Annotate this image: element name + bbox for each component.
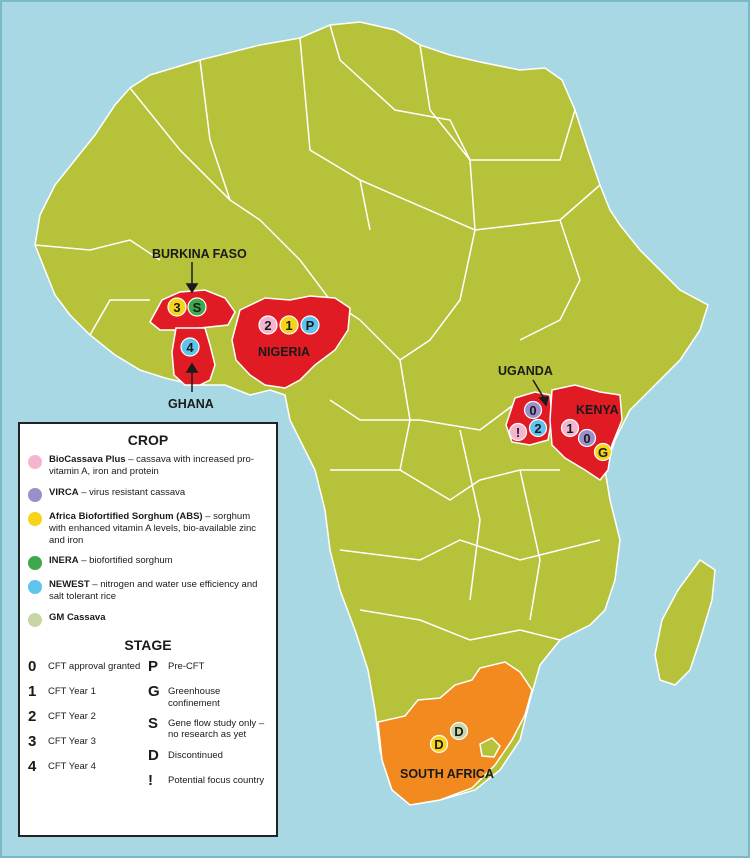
stage-row: P Pre-CFT xyxy=(148,658,205,676)
crop-text: NEWEST – nitrogen and water use efficien… xyxy=(49,579,258,603)
markers-ghana: 4 xyxy=(180,337,200,357)
crop-item: NEWEST – nitrogen and water use efficien… xyxy=(28,579,268,603)
crop-heading: CROP xyxy=(127,432,169,448)
stage-marker: 0 xyxy=(577,428,597,448)
stage-row: S Gene flow study only – no research as y… xyxy=(148,714,265,741)
svg-text:0: 0 xyxy=(583,431,590,446)
crop-item: BioCassava Plus – cassava with increased… xyxy=(28,454,268,478)
markers-nigeria: 2 1 P xyxy=(258,315,320,335)
stage-row: ! Potential focus country xyxy=(148,771,265,789)
stage-row: G Greenhouse confinement xyxy=(148,683,221,709)
markers-south-africa: D D xyxy=(429,721,469,754)
lesotho-shape xyxy=(479,737,501,758)
stage-heading: STAGE xyxy=(124,637,172,654)
svg-text:!: ! xyxy=(516,425,520,440)
africa-landmass xyxy=(34,21,709,806)
markers-kenya: 1 0 G xyxy=(560,418,613,462)
markers-burkina-faso: 3 S xyxy=(167,297,207,317)
svg-text:4: 4 xyxy=(186,340,194,355)
svg-text:3: 3 xyxy=(173,300,180,315)
country-label-south-africa: SOUTH AFRICA xyxy=(400,767,494,781)
stage-column-left: 0 CFT approval granted 1 CFT Year 1 2 CFT Y… xyxy=(28,659,148,798)
stage-marker: 3 xyxy=(167,297,187,317)
crop-text: BioCassava Plus – cassava with increased… xyxy=(49,454,254,477)
crop-item: INERA – biofortified sorghum xyxy=(28,555,268,571)
svg-text:G: G xyxy=(598,445,608,460)
stage-column-right: P Pre-CFT G Greenhouse confinement S Gene f… xyxy=(148,659,268,798)
crop-item: Africa Biofortified Sorghum (ABS) – sorg… xyxy=(28,511,268,547)
country-label-nigeria: NIGERIA xyxy=(258,345,310,359)
svg-text:2: 2 xyxy=(264,318,271,333)
stage-marker: D xyxy=(449,721,469,741)
country-borders xyxy=(34,24,601,641)
stage-marker: P xyxy=(300,315,320,335)
crop-item: GM Cassava xyxy=(28,612,268,628)
crop-item: VIRCA – virus resistant cassava xyxy=(28,487,268,502)
crop-color-dot xyxy=(28,511,42,526)
svg-text:1: 1 xyxy=(566,421,573,436)
svg-text:0: 0 xyxy=(529,403,536,418)
stage-marker: S xyxy=(187,297,207,317)
crop-text: GM Cassava xyxy=(49,612,106,624)
crop-color-dot xyxy=(28,613,42,628)
svg-text:D: D xyxy=(454,724,463,739)
stage-marker: 1 xyxy=(560,418,580,438)
stage-marker: 2 xyxy=(258,315,278,335)
legend-panel: CROP BioCassava Plus – cassava with incr… xyxy=(18,422,278,837)
crop-color-dot xyxy=(28,487,42,502)
stage-marker: D xyxy=(429,734,449,754)
country-label-uganda: UGANDA xyxy=(498,364,553,378)
country-label-ghana: GHANA xyxy=(168,397,214,411)
crop-text: INERA – biofortified sorghum xyxy=(49,555,173,567)
crop-color-dot xyxy=(28,455,42,469)
stage-row: 0 CFT approval granted xyxy=(28,658,141,676)
stage-marker: 1 xyxy=(279,315,299,335)
svg-text:2: 2 xyxy=(534,421,541,436)
svg-text:S: S xyxy=(193,300,202,315)
madagascar xyxy=(654,558,716,686)
pointer-arrows xyxy=(185,262,549,407)
country-label-kenya: KENYA xyxy=(576,403,619,417)
svg-text:1: 1 xyxy=(285,318,292,333)
stage-marker: 4 xyxy=(180,337,200,357)
stage-row: D Discontinued xyxy=(148,746,223,764)
crop-text: VIRCA – virus resistant cassava xyxy=(49,486,186,498)
crop-color-dot xyxy=(28,556,42,571)
svg-text:P: P xyxy=(306,318,315,333)
stage-marker: ! xyxy=(508,422,528,442)
stage-row: 3 CFT Year 3 xyxy=(28,733,96,751)
svg-text:D: D xyxy=(434,737,443,752)
stage-row: 2 CFT Year 2 xyxy=(28,708,96,726)
stage-grid: 0 CFT approval granted 1 CFT Year 1 2 CFT Y… xyxy=(28,659,268,798)
crop-color-dot xyxy=(28,580,42,595)
stage-row: 1 CFT Year 1 xyxy=(28,683,96,701)
stage-marker: G xyxy=(593,442,613,462)
stage-marker: 2 xyxy=(528,418,548,438)
country-label-burkina-faso: BURKINA FASO xyxy=(152,247,247,261)
crop-text: Africa Biofortified Sorghum (ABS) – sorg… xyxy=(49,510,257,546)
markers-uganda: 0 ! 2 xyxy=(508,400,548,442)
stage-row: 4 CFT Year 4 xyxy=(28,758,96,776)
stage-marker: 0 xyxy=(523,400,543,420)
